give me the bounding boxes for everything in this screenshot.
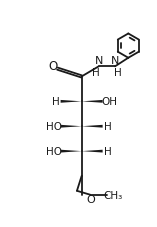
Text: HO: HO <box>46 122 62 132</box>
Text: N: N <box>111 56 119 66</box>
Polygon shape <box>61 125 82 128</box>
Text: H: H <box>52 97 60 107</box>
Text: CH₃: CH₃ <box>103 190 122 200</box>
Text: N: N <box>95 56 103 66</box>
Polygon shape <box>82 125 103 128</box>
Polygon shape <box>82 150 103 153</box>
Text: H: H <box>104 146 111 156</box>
Text: OH: OH <box>101 97 117 107</box>
Text: H: H <box>114 68 122 78</box>
Polygon shape <box>82 101 103 103</box>
Text: HO: HO <box>46 146 62 156</box>
Polygon shape <box>61 101 82 103</box>
Text: O: O <box>86 194 95 204</box>
Text: O: O <box>49 60 58 73</box>
Polygon shape <box>61 150 82 153</box>
Text: H: H <box>92 68 100 78</box>
Text: H: H <box>104 122 111 132</box>
